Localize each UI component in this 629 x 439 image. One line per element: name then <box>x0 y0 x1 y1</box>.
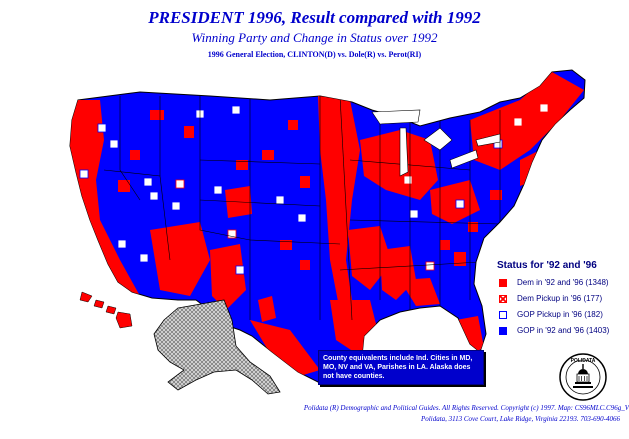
contiguous-us <box>69 69 586 385</box>
gop-pickup-swatch <box>499 310 507 319</box>
hawaii <box>79 291 133 329</box>
map-subtitle: Winning Party and Change in Status over … <box>191 30 438 45</box>
address-footer: Polidata, 3113 Cove Court, Lake Ridge, V… <box>421 415 620 423</box>
election-description: 1996 General Election, CLINTON(D) vs. Do… <box>207 50 422 59</box>
legend-label: GOP in '92 and '96 (1403) <box>517 326 610 335</box>
legend-item-gop-pickup: GOP Pickup in '96 (182) <box>499 310 627 319</box>
county-equivalents-note: County equivalents include Ind. Cities i… <box>318 350 484 385</box>
copyright-footer: Polidata (R) Demographic and Political G… <box>303 404 629 412</box>
legend-label: Dem Pickup in '96 (177) <box>517 294 603 303</box>
great-lakes <box>371 109 501 177</box>
legend-label: GOP Pickup in '96 (182) <box>517 310 603 319</box>
polidata-seal-logo: POLIDATA <box>559 353 607 401</box>
gop-both-swatch <box>499 326 507 335</box>
map-title: PRESIDENT 1996, Result compared with 199… <box>148 8 481 27</box>
legend-item-dem-pickup: Dem Pickup in '96 (177) <box>499 294 627 303</box>
alaska <box>153 299 281 395</box>
seal-text: POLIDATA <box>571 358 596 364</box>
legend: Status for '92 and '96 Dem in '92 and '9… <box>497 260 627 342</box>
dem-pickup-swatch <box>499 294 507 303</box>
dem-both-swatch <box>499 278 507 287</box>
legend-item-dem-both: Dem in '92 and '96 (1348) <box>499 278 627 287</box>
legend-item-gop-both: GOP in '92 and '96 (1403) <box>499 326 627 335</box>
legend-label: Dem in '92 and '96 (1348) <box>517 278 609 287</box>
legend-title: Status for '92 and '96 <box>497 260 597 271</box>
